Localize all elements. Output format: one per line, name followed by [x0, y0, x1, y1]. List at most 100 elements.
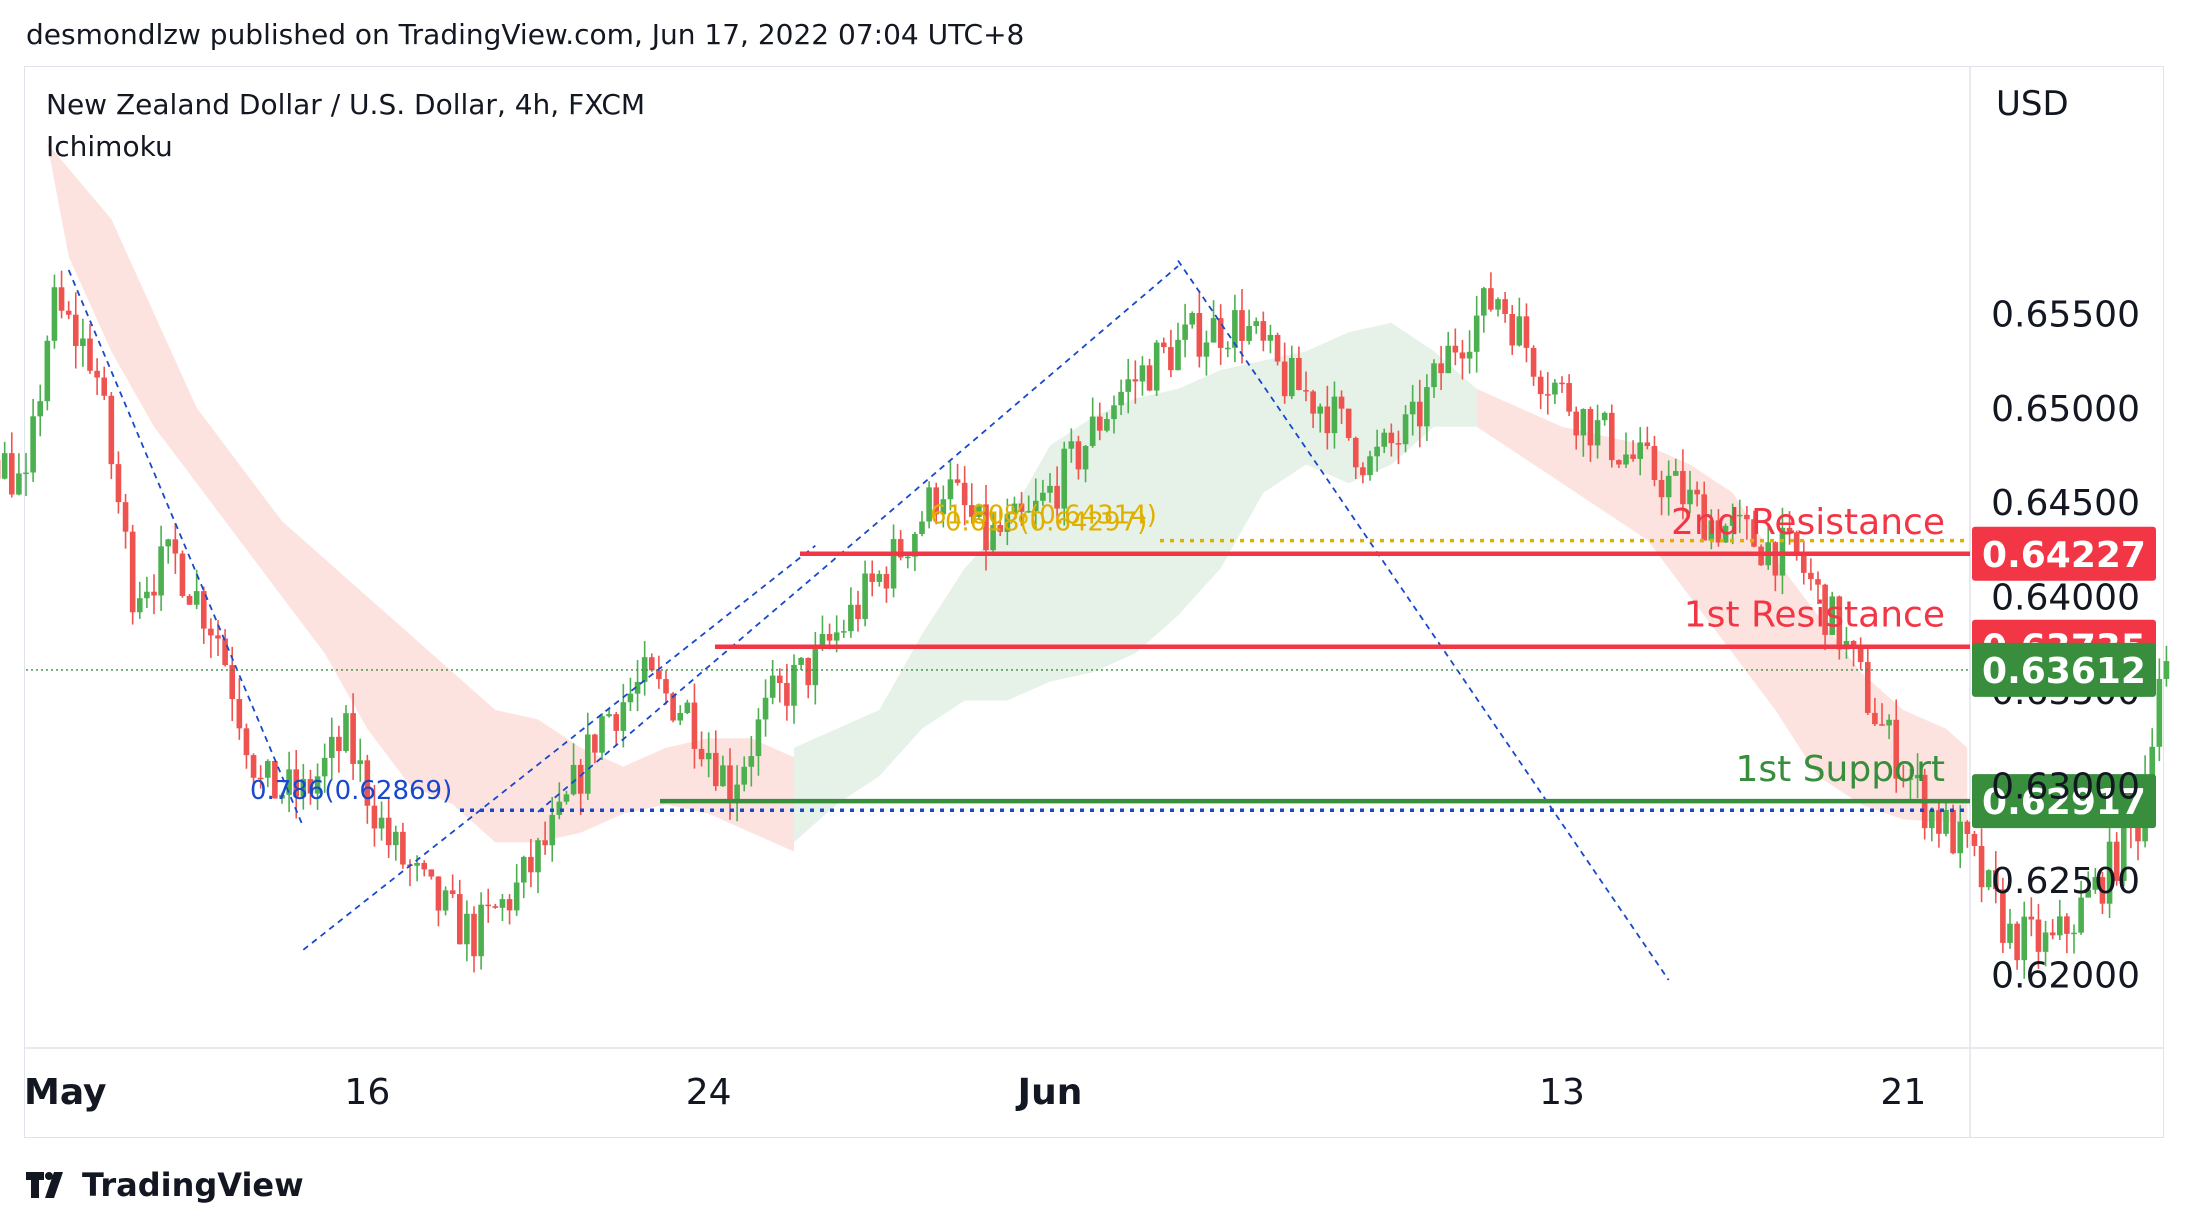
- candle-body: [1559, 382, 1565, 385]
- candle-body: [1274, 334, 1281, 362]
- candle-body: [2106, 841, 2113, 904]
- candle-body: [243, 728, 250, 756]
- candle-body: [1402, 414, 1409, 445]
- last-price-tag-text: 0.63612: [1982, 651, 2146, 692]
- candle-body: [72, 314, 79, 347]
- candle-body: [172, 539, 179, 554]
- candle-body: [1943, 809, 1949, 834]
- symbol-title[interactable]: New Zealand Dollar / U.S. Dollar, 4h, FX…: [46, 88, 646, 121]
- candle-body: [776, 675, 783, 684]
- candle-body: [193, 591, 200, 605]
- candle-body: [1232, 310, 1238, 348]
- candle-body: [1879, 724, 1885, 726]
- candle-body: [869, 573, 876, 582]
- candle-body: [1367, 456, 1373, 476]
- candle-body: [350, 713, 356, 764]
- zigzag-trendline-1: [302, 544, 816, 951]
- candle-body: [812, 646, 819, 686]
- candle-body: [1587, 409, 1594, 446]
- candle-body: [2014, 923, 2020, 961]
- candle-body: [2085, 889, 2092, 898]
- candle-body: [1424, 387, 1430, 427]
- candle-body: [1082, 446, 1089, 470]
- candle-body: [584, 734, 591, 794]
- candle-body: [1594, 420, 1601, 446]
- candle-body: [833, 632, 840, 641]
- candle-body: [357, 760, 364, 764]
- candle-body: [2135, 826, 2141, 842]
- candle-body: [627, 693, 634, 703]
- candle-body: [58, 287, 65, 311]
- price-tag-2[interactable]: [1972, 774, 2156, 829]
- candle-body: [506, 899, 513, 911]
- candle-body: [179, 553, 186, 596]
- candle-body: [1815, 579, 1821, 585]
- candle-body: [471, 913, 477, 957]
- candle-body: [1992, 870, 1999, 890]
- ichimoku-cloud-bullish-0: [794, 322, 1477, 843]
- candle-body: [1658, 479, 1665, 498]
- candle-body: [1836, 596, 1843, 650]
- candle-body: [2120, 821, 2127, 881]
- candle-body: [1047, 485, 1053, 493]
- candle-body: [1872, 712, 1878, 725]
- candle-body: [1061, 448, 1068, 509]
- candle-body: [976, 504, 982, 517]
- y-tick-label-0: 0.62000: [1991, 955, 2140, 996]
- candle-body: [328, 736, 335, 758]
- candle-body: [954, 479, 961, 483]
- candle-body: [51, 287, 58, 341]
- candle-body: [108, 395, 115, 465]
- candle-body: [186, 595, 193, 605]
- candle-body: [670, 693, 676, 721]
- last-price-tag[interactable]: [1972, 642, 2156, 697]
- candle-body: [215, 635, 221, 639]
- candle-body: [513, 882, 520, 911]
- candle-body: [1616, 460, 1622, 465]
- candle-body: [94, 370, 100, 378]
- candle-body: [1850, 640, 1857, 648]
- candle-body: [87, 338, 93, 371]
- candle-body: [613, 714, 620, 731]
- candle-body: [577, 764, 584, 794]
- candle-body: [1345, 408, 1352, 438]
- candle-body: [1751, 519, 1757, 547]
- candle-body: [1928, 810, 1935, 829]
- candle-body: [1118, 391, 1124, 406]
- candle-body: [1580, 409, 1587, 436]
- candle-body: [1139, 365, 1146, 382]
- candle-body: [165, 539, 172, 547]
- candle-body: [1360, 467, 1366, 476]
- candle-body: [1509, 313, 1516, 346]
- candle-body: [1125, 379, 1132, 392]
- level-label-0: 2nd Resistance: [1671, 502, 1945, 543]
- candle-body: [8, 453, 15, 495]
- candle-body: [648, 657, 655, 671]
- candle-body: [712, 752, 719, 787]
- candle-body: [840, 631, 847, 633]
- chart-frame[interactable]: [24, 66, 2164, 1138]
- candle-body: [435, 876, 442, 911]
- candle-body: [1715, 520, 1722, 543]
- candle-body: [570, 764, 577, 795]
- candle-body: [122, 502, 129, 532]
- price-tag-0[interactable]: [1972, 526, 2156, 581]
- candle-body: [2156, 678, 2163, 747]
- indicator-title[interactable]: Ichimoku: [46, 130, 173, 163]
- candle-body: [101, 377, 108, 396]
- candle-body: [1032, 500, 1039, 511]
- candle-body: [65, 310, 72, 315]
- candle-body: [1160, 342, 1167, 348]
- candle-body: [1680, 471, 1686, 505]
- currency-label[interactable]: USD: [1996, 84, 2069, 124]
- candle-body: [2049, 932, 2056, 936]
- candle-body: [698, 748, 705, 760]
- candle-body: [1473, 315, 1480, 352]
- candle-body: [1914, 774, 1921, 779]
- candle-body: [1608, 412, 1615, 461]
- candle-body: [705, 752, 712, 760]
- candle-body: [904, 556, 911, 559]
- candle-body: [599, 716, 605, 753]
- candle-body: [862, 573, 868, 620]
